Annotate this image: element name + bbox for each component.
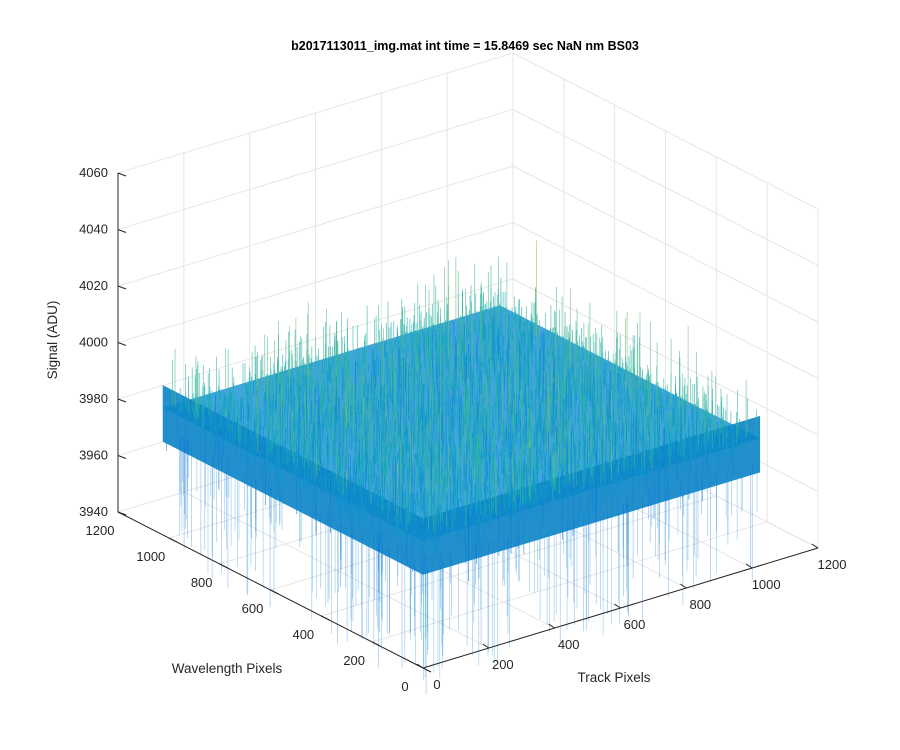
wall-grid-line [117,165,514,287]
floor-grid-line [372,521,768,643]
signal-surface [162,240,761,695]
wall-grid-line [512,52,819,210]
wall-grid-line [512,109,819,266]
wall-grid-line [117,52,514,174]
wall-grid-line [512,278,819,436]
wall-grid-line [117,222,514,343]
wall-grid-line [117,109,514,230]
floor-grid-line [321,495,717,617]
wall-grid-line [512,222,819,379]
wall-grid-line [512,165,819,323]
